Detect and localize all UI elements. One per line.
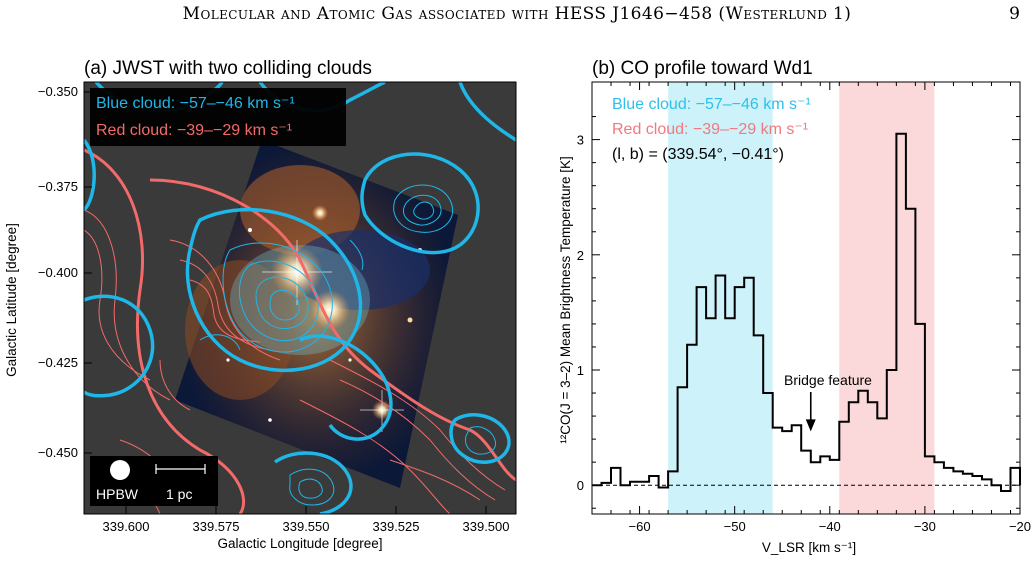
beam-circle (110, 460, 130, 480)
beam-label: HPBW (96, 486, 139, 502)
panel-a-legend-blue: Blue cloud: −57–−46 km s⁻¹ (96, 95, 295, 112)
running-title: Molecular and Atomic Gas associated with… (182, 4, 852, 24)
map-frame: Blue cloud: −57–−46 km s⁻¹ Red cloud: −3… (83, 81, 517, 515)
panel-a-xticks: 339.600 339.575 339.550 339.525 339.500 (103, 506, 510, 534)
beam-scale-box: HPBW 1 pc (90, 456, 218, 506)
panel-a-ytick-4: −0.450 (38, 445, 78, 460)
panel-a-title: (a) JWST with two colliding clouds (84, 58, 372, 79)
panel-a-ytick-1: −0.375 (38, 179, 78, 194)
panel-a-yticks: −0.350 −0.375 −0.400 −0.425 −0.450 (38, 84, 92, 460)
panel-a-xtick-2: 339.550 (283, 519, 330, 534)
panel-a-xtick-1: 339.575 (193, 519, 240, 534)
scale-label: 1 pc (166, 486, 192, 502)
panel-a-legend-box (90, 88, 346, 146)
panel-a-legend-red: Red cloud: −39–−29 km s⁻¹ (96, 122, 292, 139)
page-number: 9 (1009, 4, 1020, 24)
panel-a-ylabel: Galactic Latitude [degree] (4, 223, 19, 377)
page-header: Molecular and Atomic Gas associated with… (0, 4, 1034, 30)
jwst-image (175, 140, 458, 488)
panel-a-xlabel: Galactic Longitude [degree] (217, 536, 382, 551)
panel-a-xtick-0: 339.600 (103, 519, 150, 534)
panel-a-ytick-3: −0.425 (38, 355, 78, 370)
panel-a-ytick-2: −0.400 (38, 265, 78, 280)
panel-a-xtick-3: 339.525 (373, 519, 420, 534)
panel-a-ytick-0: −0.350 (38, 84, 78, 99)
panel-a-xtick-4: 339.500 (463, 519, 510, 534)
